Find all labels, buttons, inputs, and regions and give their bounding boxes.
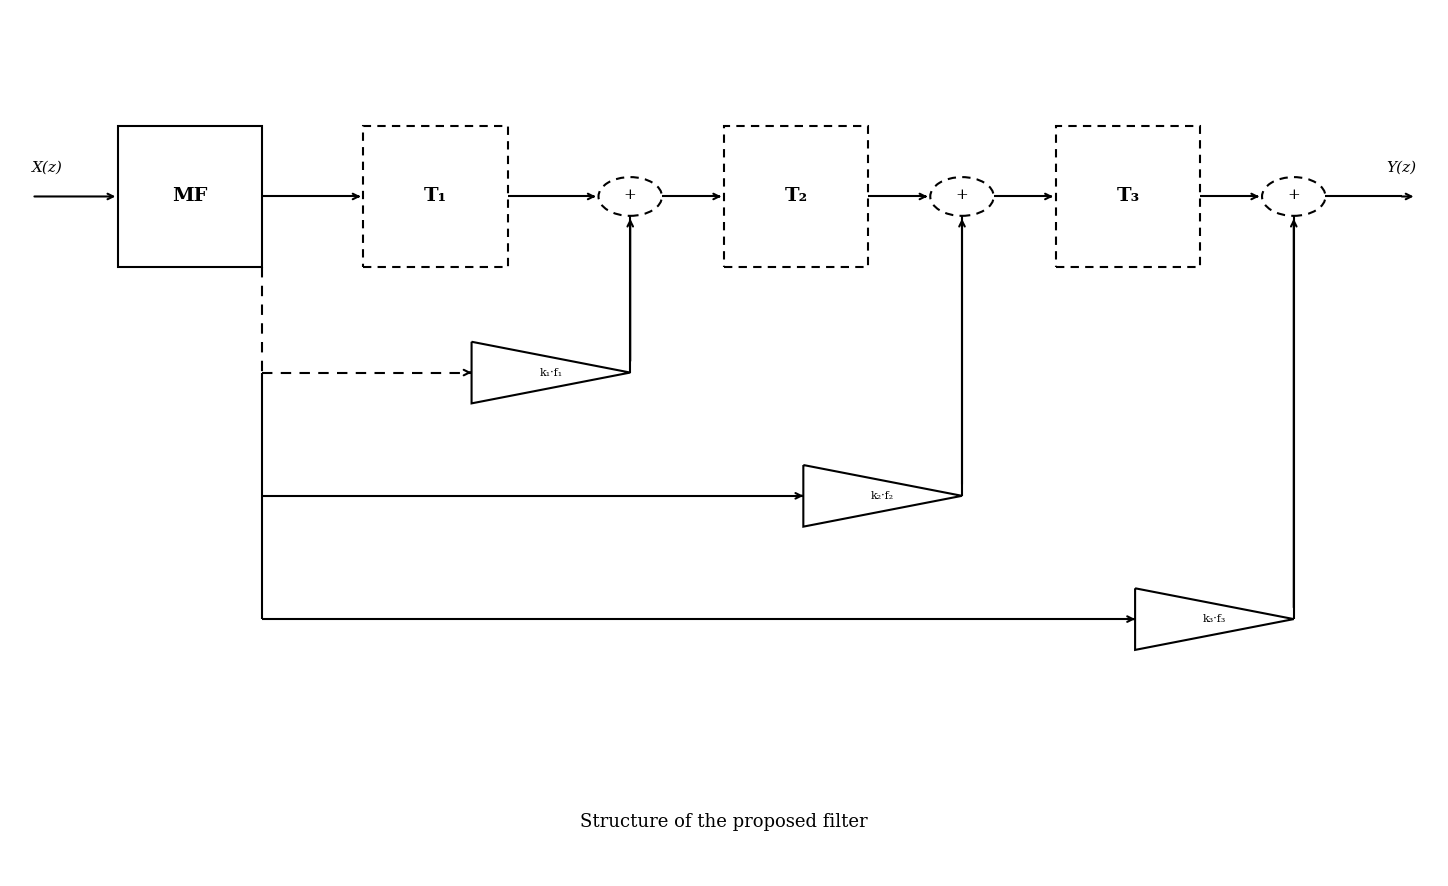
Text: +: +: [956, 188, 969, 202]
Text: k₂·f₂: k₂·f₂: [872, 491, 895, 501]
Bar: [119, 126, 262, 267]
Text: +: +: [624, 188, 637, 202]
Text: Y(z): Y(z): [1386, 160, 1416, 175]
Text: +: +: [1287, 188, 1300, 202]
Bar: [363, 126, 508, 267]
Text: k₁·f₁: k₁·f₁: [539, 368, 562, 377]
Text: k₃·f₃: k₃·f₃: [1203, 614, 1226, 624]
Text: T₂: T₂: [785, 188, 808, 206]
Bar: [724, 126, 869, 267]
Text: T₁: T₁: [424, 188, 447, 206]
Text: MF: MF: [172, 188, 209, 206]
Bar: [1056, 126, 1200, 267]
Text: Structure of the proposed filter: Structure of the proposed filter: [581, 812, 867, 830]
Text: X(z): X(z): [32, 160, 62, 175]
Text: T₃: T₃: [1116, 188, 1140, 206]
